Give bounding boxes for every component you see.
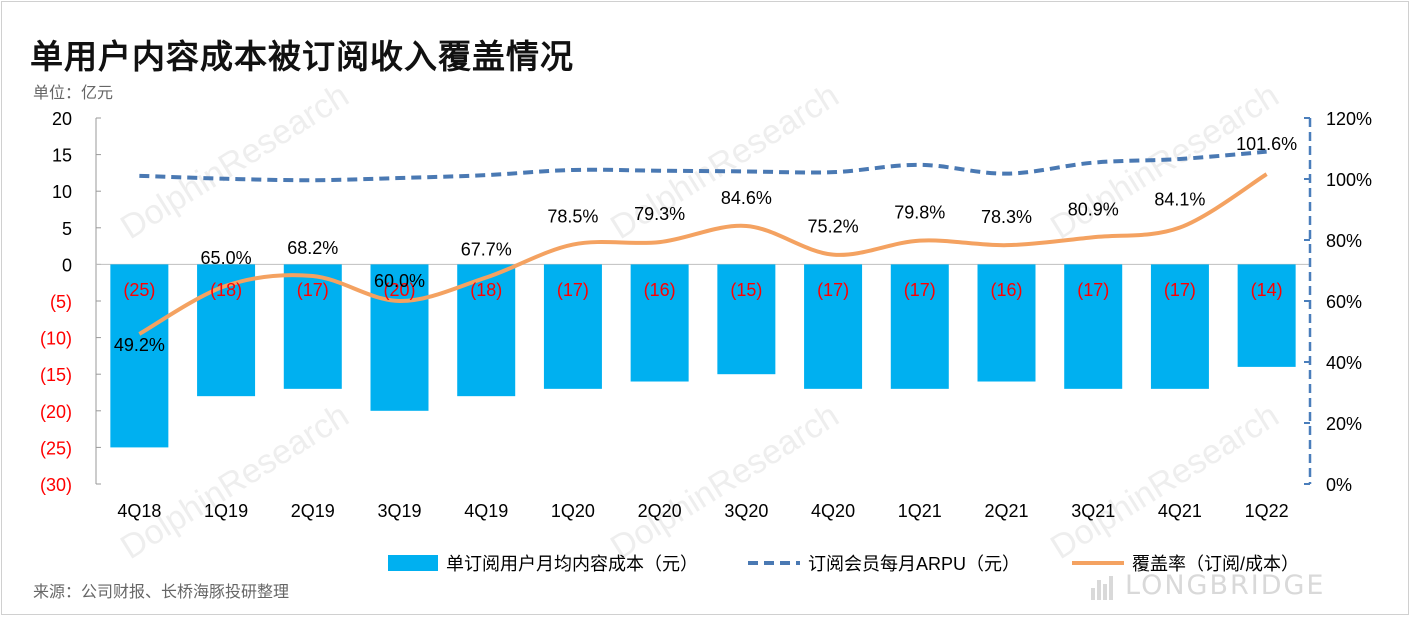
right-axis-tick-label: 100% bbox=[1326, 170, 1372, 190]
bar bbox=[977, 264, 1036, 382]
left-axis-tick-label: 20 bbox=[52, 109, 72, 129]
x-axis-tick-label: 1Q19 bbox=[204, 501, 248, 521]
line-series bbox=[138, 149, 1268, 336]
x-axis-tick-label: 4Q20 bbox=[811, 501, 855, 521]
coverage-value-label: 68.2% bbox=[287, 238, 338, 258]
right-axis-tick-label: 120% bbox=[1326, 109, 1372, 129]
left-axis-tick-label: (30) bbox=[40, 475, 72, 495]
chart-title: 单用户内容成本被订阅收入覆盖情况 bbox=[30, 37, 574, 76]
bar-value-label: (16) bbox=[644, 280, 676, 300]
coverage-value-label: 84.1% bbox=[1154, 189, 1205, 209]
coverage-value-label: 67.7% bbox=[461, 240, 512, 260]
bar bbox=[1064, 264, 1123, 389]
right-axis-tick-label: 40% bbox=[1326, 353, 1362, 373]
left-axis-tick-label: (15) bbox=[40, 365, 72, 385]
right-axis-tick-label: 80% bbox=[1326, 231, 1362, 251]
bar-value-label: (17) bbox=[297, 280, 329, 300]
coverage-value-label: 84.6% bbox=[721, 188, 772, 208]
bar-value-label: (18) bbox=[210, 280, 242, 300]
bar-value-label: (17) bbox=[1164, 280, 1196, 300]
bar-value-label: (17) bbox=[904, 280, 936, 300]
legend-label-bar: 单订阅用户月均内容成本（元） bbox=[446, 554, 698, 574]
watermark-text: DolphinResearch bbox=[604, 396, 845, 566]
bar-value-label: (14) bbox=[1251, 280, 1283, 300]
coverage-value-label: 65.0% bbox=[201, 248, 252, 268]
bar-value-label: (18) bbox=[470, 280, 502, 300]
right-axis-tick-label: 0% bbox=[1326, 475, 1352, 495]
bar-series bbox=[110, 264, 1296, 448]
x-axis-tick-label: 4Q18 bbox=[117, 501, 161, 521]
left-axis-tick-label: (10) bbox=[40, 329, 72, 349]
coverage-value-label: 101.6% bbox=[1236, 134, 1297, 154]
left-axis-tick-label: (5) bbox=[50, 292, 72, 312]
left-axis-tick-label: 10 bbox=[52, 182, 72, 202]
coverage-value-label: 75.2% bbox=[808, 217, 859, 237]
coverage-line bbox=[138, 172, 1268, 336]
x-axis-tick-label: 4Q19 bbox=[464, 501, 508, 521]
brand-logo: LONGBRIDGE bbox=[1125, 570, 1326, 601]
arpu-line bbox=[139, 149, 1267, 183]
unit-label: 单位：亿元 bbox=[33, 83, 114, 102]
left-axis-tick-label: 5 bbox=[62, 219, 72, 239]
watermark-text: DolphinResearch bbox=[1044, 396, 1285, 566]
bar bbox=[110, 264, 169, 448]
source-note: 来源：公司财报、长桥海豚投研整理 bbox=[33, 582, 290, 601]
left-axis-tick-label: (20) bbox=[40, 402, 72, 422]
data-labels: (25) (18) (17) (20) (18) (17) (16) (15) (17) (17)… bbox=[114, 134, 1297, 355]
bar bbox=[804, 264, 863, 389]
coverage-value-label: 80.9% bbox=[1068, 199, 1119, 219]
coverage-value-label: 79.8% bbox=[894, 203, 945, 223]
bar bbox=[543, 264, 602, 389]
legend: 单订阅用户月均内容成本（元） 订阅会员每月ARPU（元） 覆盖率（订阅/成本） bbox=[388, 554, 1299, 574]
bar bbox=[630, 264, 689, 382]
longbridge-logo-icon bbox=[1091, 576, 1113, 600]
x-axis-tick-label: 1Q21 bbox=[898, 501, 942, 521]
legend-swatch-bar bbox=[388, 555, 438, 571]
x-axis-tick-label: 3Q20 bbox=[724, 501, 768, 521]
left-axis-tick-label: 0 bbox=[62, 255, 72, 275]
x-axis-tick-label: 2Q19 bbox=[291, 501, 335, 521]
bar-value-label: (25) bbox=[123, 280, 155, 300]
bar bbox=[283, 264, 342, 389]
legend-label-coverage: 覆盖率（订阅/成本） bbox=[1132, 554, 1299, 574]
bar-value-label: (16) bbox=[990, 280, 1022, 300]
bar bbox=[1237, 264, 1296, 367]
axes-layer: 20 15 10 5 0 (5) (10) (15) (20) (25) (30) 120% 100% 8… bbox=[40, 109, 1372, 521]
x-axis-tick-label: 2Q20 bbox=[638, 501, 682, 521]
bar bbox=[1150, 264, 1209, 389]
left-axis-tick-label: 15 bbox=[52, 146, 72, 166]
bar-value-label: (15) bbox=[730, 280, 762, 300]
bar-value-label: (20) bbox=[383, 280, 415, 300]
x-axis-tick-label: 1Q22 bbox=[1245, 501, 1289, 521]
x-axis-tick-label: 4Q21 bbox=[1158, 501, 1202, 521]
coverage-value-label: 60.0% bbox=[374, 271, 425, 291]
bar-value-label: (17) bbox=[1077, 280, 1109, 300]
watermark-text: DolphinResearch bbox=[114, 76, 355, 246]
coverage-value-label: 79.3% bbox=[634, 204, 685, 224]
bar bbox=[370, 264, 429, 411]
x-axis-tick-label: 1Q20 bbox=[551, 501, 595, 521]
right-axis-tick-label: 60% bbox=[1326, 292, 1362, 312]
right-axis-tick-label: 20% bbox=[1326, 414, 1362, 434]
bar-value-label: (17) bbox=[817, 280, 849, 300]
x-axis-tick-label: 3Q21 bbox=[1071, 501, 1115, 521]
coverage-value-label: 78.5% bbox=[547, 207, 598, 227]
bar bbox=[890, 264, 949, 389]
legend-label-arpu: 订阅会员每月ARPU（元） bbox=[808, 554, 1020, 574]
bar-value-label: (17) bbox=[557, 280, 589, 300]
x-axis-tick-label: 3Q19 bbox=[377, 501, 421, 521]
left-axis-tick-label: (25) bbox=[40, 438, 72, 458]
x-axis-tick-label: 2Q21 bbox=[984, 501, 1028, 521]
bar bbox=[717, 264, 776, 375]
coverage-value-label: 78.3% bbox=[981, 207, 1032, 227]
coverage-value-label: 49.2% bbox=[114, 335, 165, 355]
